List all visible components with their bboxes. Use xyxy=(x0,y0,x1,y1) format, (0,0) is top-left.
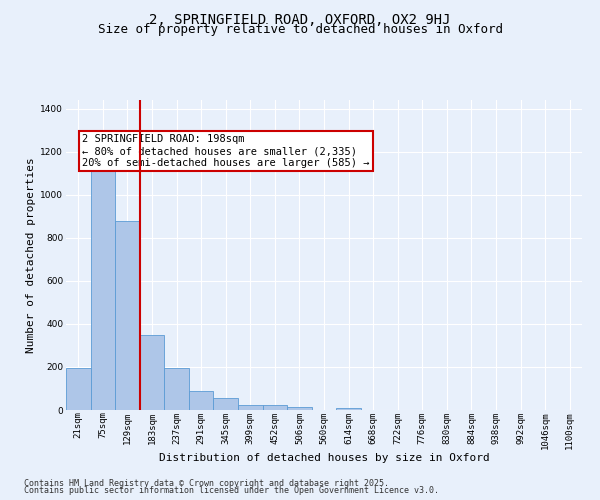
Text: 2, SPRINGFIELD ROAD, OXFORD, OX2 9HJ: 2, SPRINGFIELD ROAD, OXFORD, OX2 9HJ xyxy=(149,12,451,26)
Y-axis label: Number of detached properties: Number of detached properties xyxy=(26,157,36,353)
Bar xyxy=(91,166,115,410)
Bar xyxy=(336,408,361,410)
Bar xyxy=(189,390,214,410)
Text: 2 SPRINGFIELD ROAD: 198sqm
← 80% of detached houses are smaller (2,335)
20% of s: 2 SPRINGFIELD ROAD: 198sqm ← 80% of deta… xyxy=(82,134,370,168)
Bar xyxy=(238,406,263,410)
Bar xyxy=(164,368,189,410)
Bar xyxy=(140,334,164,410)
Bar xyxy=(115,220,140,410)
Text: Contains public sector information licensed under the Open Government Licence v3: Contains public sector information licen… xyxy=(24,486,439,495)
Bar xyxy=(263,406,287,410)
Bar xyxy=(214,398,238,410)
X-axis label: Distribution of detached houses by size in Oxford: Distribution of detached houses by size … xyxy=(158,453,490,463)
Bar xyxy=(66,368,91,410)
Bar xyxy=(287,407,312,410)
Text: Contains HM Land Registry data © Crown copyright and database right 2025.: Contains HM Land Registry data © Crown c… xyxy=(24,478,389,488)
Text: Size of property relative to detached houses in Oxford: Size of property relative to detached ho… xyxy=(97,22,503,36)
